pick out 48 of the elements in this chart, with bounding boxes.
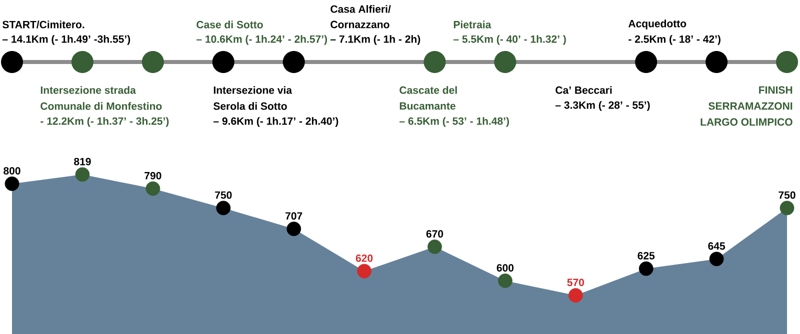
data-label: 620 — [356, 254, 373, 262]
text: Intersezione strada — [40, 86, 136, 94]
text: START/Cimitero. — [2, 20, 84, 28]
point — [146, 181, 160, 196]
text: Casa Alfieri/ — [330, 5, 391, 13]
text: – 14.1Km (- 1h.49’ -3h.55’) — [2, 35, 130, 45]
point — [568, 288, 583, 303]
data-label: 600 — [496, 264, 514, 272]
text: Serola di Sotto — [214, 102, 287, 110]
point — [428, 240, 442, 254]
text: Pietraia — [454, 20, 492, 28]
text: Cornazzano — [330, 20, 390, 28]
data-label: 800 — [4, 167, 20, 175]
text: FINISH — [759, 86, 792, 94]
data-label: 819 — [74, 158, 91, 166]
point — [286, 222, 302, 236]
text: Acquedotto — [628, 20, 686, 30]
point — [357, 264, 372, 278]
point — [498, 274, 512, 288]
point — [638, 261, 654, 276]
point — [216, 200, 231, 216]
text: – 10.6Km (- 1h.24’ - 2h.57’) — [196, 35, 327, 45]
text: – 9.6Km (- 1h.17’ - 2h.40’) — [214, 117, 338, 127]
data-label: 645 — [708, 242, 726, 250]
text: - 12.2Km (- 1h.37’ - 3h.25’) — [40, 117, 169, 127]
data-label: 790 — [144, 172, 162, 180]
text: – 3.3Km (- 28’ - 55’) — [556, 101, 650, 111]
text: SERRAMAZZONI — [708, 102, 792, 110]
data-label: 570 — [567, 278, 584, 286]
text: Cascate del — [400, 86, 457, 94]
data-label: 750 — [778, 191, 796, 199]
data-label: 707 — [286, 212, 302, 220]
point — [75, 167, 90, 182]
text: – 7.1Km (- 1h - 2h) — [330, 35, 420, 45]
data-label: 670 — [426, 230, 444, 238]
text: Comunale di Monfestino — [40, 102, 162, 110]
text: – 6.5Km (- 53’ - 1h.48’) — [400, 117, 509, 127]
text: LARGO OLIMPICO — [700, 118, 792, 126]
data-label: 750 — [215, 191, 232, 199]
text: Case di Sotto — [196, 20, 263, 28]
text: Ca’ Beccari — [556, 86, 612, 94]
data-label: 625 — [638, 252, 655, 260]
point — [709, 252, 724, 266]
text: - 2.5Km (- 18’ - 42’) — [628, 35, 720, 45]
text: Intersezione via — [214, 86, 292, 94]
text: Bucamante — [400, 102, 456, 110]
point — [4, 176, 20, 191]
text: – 5.5Km (- 40’ - 1h.32’ ) — [454, 35, 566, 45]
